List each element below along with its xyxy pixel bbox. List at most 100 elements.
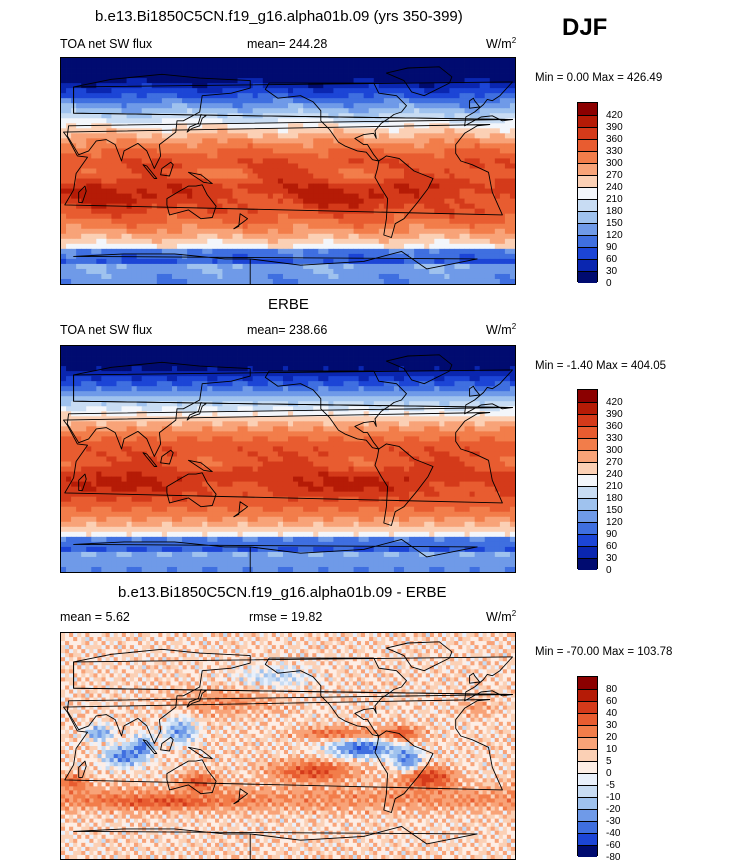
map-svg-3 <box>61 633 515 859</box>
colorbar-swatch <box>578 127 597 139</box>
colorbar-tick-label: 120 <box>606 517 623 528</box>
colorbar-tick-label: 330 <box>606 433 623 444</box>
colorbar-swatch <box>578 522 597 534</box>
colorbar-tick-label: 10 <box>606 744 618 755</box>
colorbar-tick-label: 20 <box>606 732 618 743</box>
colorbar-swatch <box>578 845 597 857</box>
colorbar-swatch <box>578 235 597 247</box>
colorbar-tick-label: 390 <box>606 409 623 420</box>
colorbar-swatch <box>578 821 597 833</box>
colorbar-swatch <box>578 223 597 235</box>
colorbar-swatch <box>578 462 597 474</box>
colorbar-swatch <box>578 390 597 402</box>
panel1-title: b.e13.Bi1850C5CN.f19_g16.alpha01b.09 (yr… <box>95 8 463 25</box>
panel3-units: W/m2 <box>486 609 517 625</box>
colorbar-tick-label: 300 <box>606 445 623 456</box>
colorbar-tick-label: 330 <box>606 146 623 157</box>
colorbar-swatch <box>578 797 597 809</box>
panel3-rmse: rmse = 19.82 <box>249 610 323 624</box>
map-svg-1 <box>61 58 515 284</box>
colorbar-swatch <box>578 558 597 570</box>
colorbar-tick-label: 120 <box>606 230 623 241</box>
panel2-mean: mean= 238.66 <box>247 323 328 337</box>
colorbar-tick-label: 40 <box>606 708 618 719</box>
colorbar-swatch <box>578 187 597 199</box>
colorbar-swatch <box>578 271 597 283</box>
colorbar-swatch <box>578 534 597 546</box>
colorbar-swatch <box>578 677 597 689</box>
colorbar-swatch <box>578 426 597 438</box>
colorbar-tick-label: 60 <box>606 254 618 265</box>
panel1-mean: mean= 244.28 <box>247 37 328 51</box>
colorbar-tick-label: 240 <box>606 469 623 480</box>
panel3-map <box>60 632 516 860</box>
colorbar-swatch <box>578 486 597 498</box>
colorbar-tick-label: 0 <box>606 278 612 289</box>
colorbar-tick-label: 420 <box>606 397 623 408</box>
panel2-colorbar <box>577 389 598 570</box>
colorbar-swatch <box>578 103 597 115</box>
colorbar-swatch <box>578 498 597 510</box>
colorbar-swatch <box>578 761 597 773</box>
panel3-colorbar <box>577 676 598 857</box>
panel2-map <box>60 345 516 573</box>
colorbar-tick-label: 240 <box>606 182 623 193</box>
colorbar-swatch <box>578 737 597 749</box>
panel2-title: ERBE <box>268 296 309 313</box>
colorbar-tick-label: 360 <box>606 134 623 145</box>
colorbar-tick-label: -5 <box>606 780 615 791</box>
panel3-range: Min = -70.00 Max = 103.78 <box>535 646 673 658</box>
colorbar-tick-label: -10 <box>606 792 621 803</box>
coastlines <box>63 641 513 859</box>
colorbar-tick-label: 360 <box>606 421 623 432</box>
flux-field <box>61 58 515 284</box>
colorbar-tick-label: 0 <box>606 768 612 779</box>
colorbar-tick-label: 90 <box>606 242 618 253</box>
colorbar-swatch <box>578 151 597 163</box>
colorbar-swatch <box>578 701 597 713</box>
colorbar-tick-label: 30 <box>606 553 618 564</box>
colorbar-swatch <box>578 474 597 486</box>
colorbar-swatch <box>578 833 597 845</box>
panel3-mean: mean = 5.62 <box>60 610 130 624</box>
colorbar-tick-label: 420 <box>606 110 623 121</box>
colorbar-tick-label: 150 <box>606 505 623 516</box>
colorbar-swatch <box>578 546 597 558</box>
colorbar-tick-label: 180 <box>606 493 623 504</box>
coastlines <box>63 66 513 284</box>
colorbar-tick-label: -80 <box>606 852 621 863</box>
colorbar-swatch <box>578 450 597 462</box>
colorbar-tick-label: 300 <box>606 158 623 169</box>
colorbar-tick-label: 30 <box>606 266 618 277</box>
panel2-variable: TOA net SW flux <box>60 323 153 337</box>
colorbar-tick-label: 5 <box>606 756 612 767</box>
colorbar-tick-label: -60 <box>606 840 621 851</box>
colorbar-swatch <box>578 749 597 761</box>
coastlines <box>63 354 513 572</box>
panel1-colorbar <box>577 102 598 283</box>
difference-field <box>61 633 515 859</box>
colorbar-tick-label: 210 <box>606 481 623 492</box>
colorbar-tick-label: 150 <box>606 218 623 229</box>
colorbar-tick-label: -40 <box>606 828 621 839</box>
colorbar-swatch <box>578 510 597 522</box>
panel1-range: Min = 0.00 Max = 426.49 <box>535 72 663 84</box>
colorbar-swatch <box>578 725 597 737</box>
panel1-map <box>60 57 516 285</box>
colorbar-swatch <box>578 402 597 414</box>
colorbar-tick-label: 0 <box>606 565 612 576</box>
colorbar-swatch <box>578 139 597 151</box>
colorbar-tick-label: 390 <box>606 122 623 133</box>
colorbar-swatch <box>578 713 597 725</box>
colorbar-swatch <box>578 199 597 211</box>
colorbar-swatch <box>578 785 597 797</box>
colorbar-swatch <box>578 259 597 271</box>
colorbar-swatch <box>578 211 597 223</box>
colorbar-tick-label: 80 <box>606 684 618 695</box>
colorbar-swatch <box>578 414 597 426</box>
colorbar-swatch <box>578 689 597 701</box>
colorbar-tick-label: 270 <box>606 457 623 468</box>
panel1-units: W/m2 <box>486 36 517 52</box>
colorbar-swatch <box>578 438 597 450</box>
panel3-title: b.e13.Bi1850C5CN.f19_g16.alpha01b.09 - E… <box>118 584 447 601</box>
